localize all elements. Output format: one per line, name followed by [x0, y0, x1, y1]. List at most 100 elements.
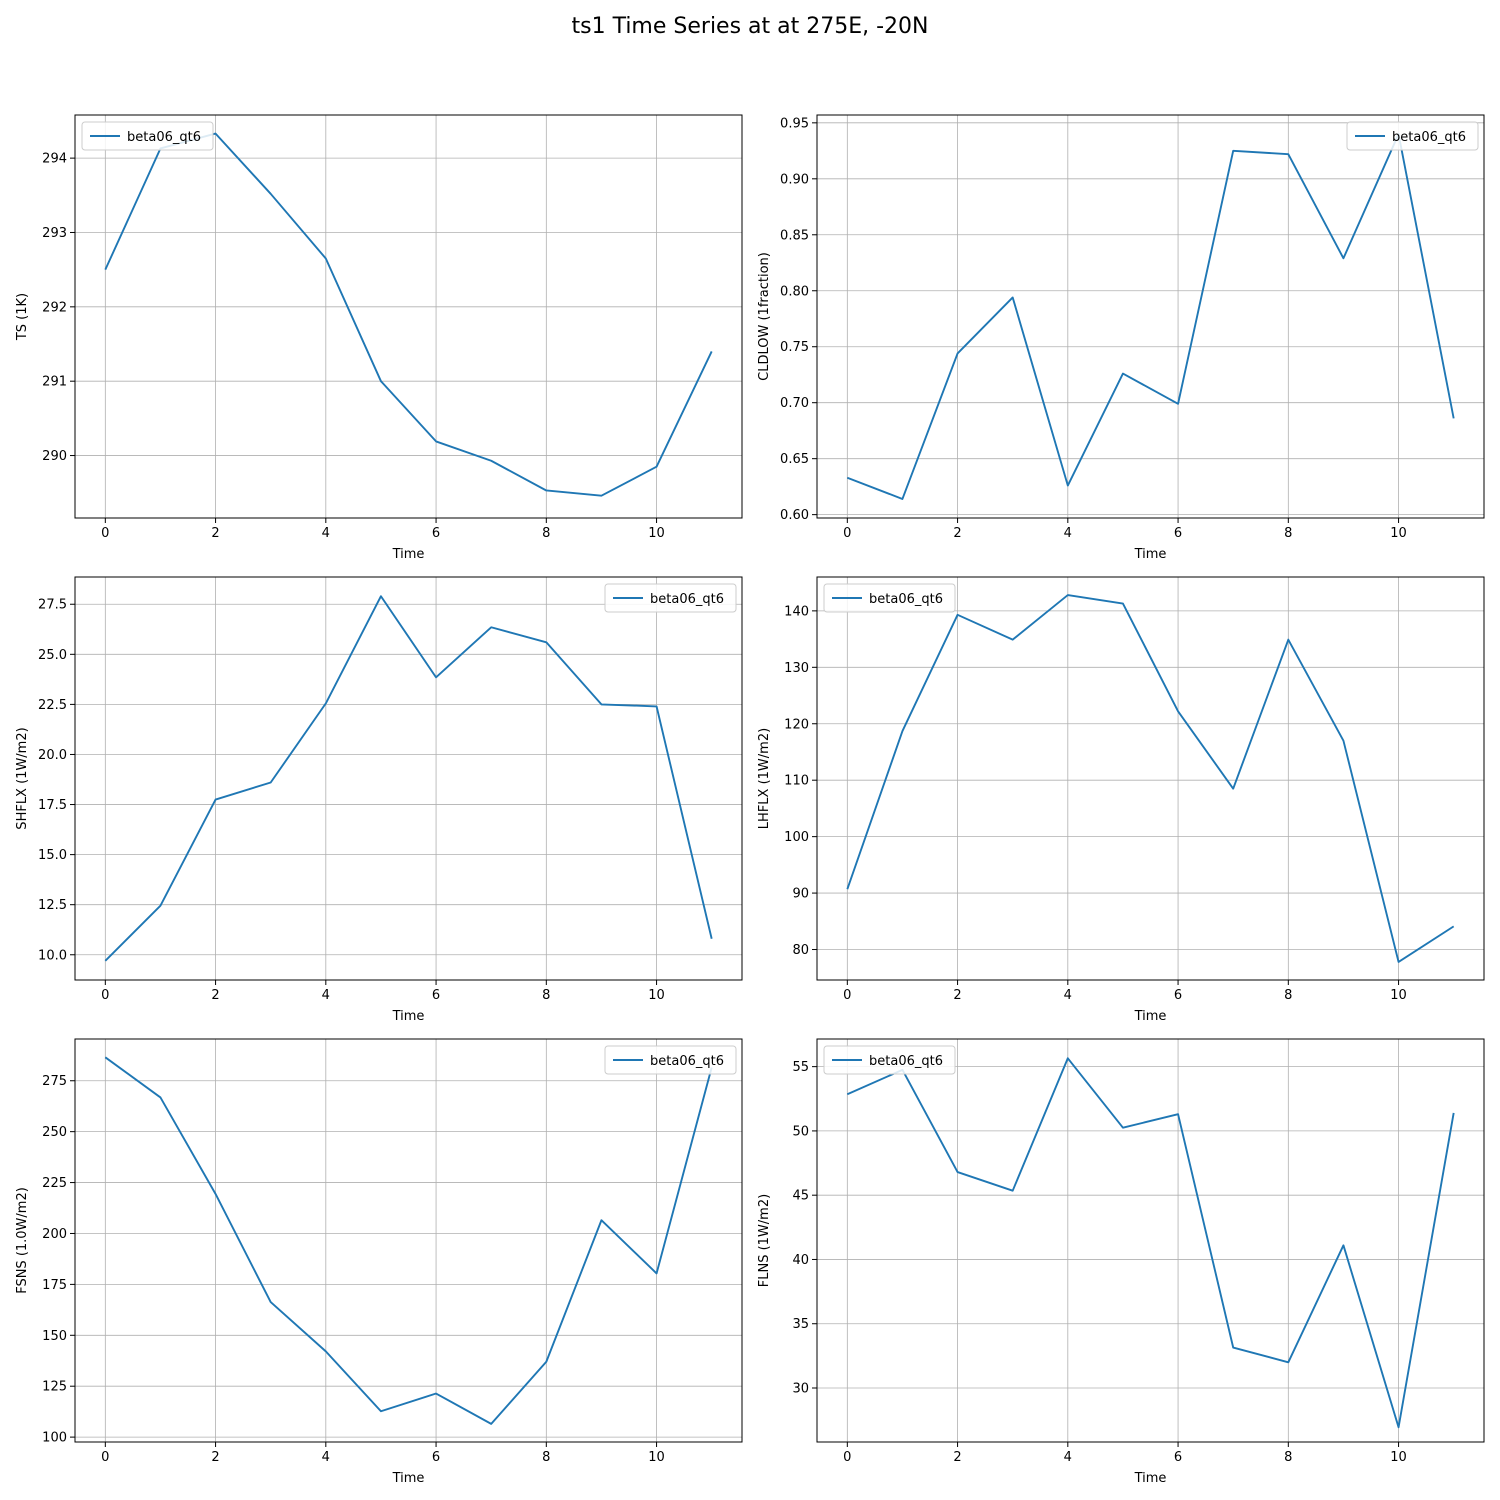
x-tick-label: 4 [1064, 1450, 1072, 1465]
y-tick-label: 25.0 [38, 648, 67, 663]
legend-label: beta06_qt6 [869, 592, 943, 607]
axes-frame [816, 576, 1485, 981]
y-tick-label: 100 [784, 830, 809, 845]
y-tick-label: 120 [784, 717, 809, 732]
x-tick-label: 2 [211, 526, 219, 541]
x-tick-label: 6 [432, 526, 440, 541]
legend-box [81, 121, 214, 151]
y-tick-label: 250 [42, 1125, 67, 1140]
y-tick-label: 15.0 [38, 848, 67, 863]
legend: beta06_qt6 [604, 583, 737, 613]
x-tick-label: 4 [1064, 988, 1072, 1003]
y-axis-label: TS (1K) [15, 293, 30, 341]
y-tick-label: 175 [42, 1278, 67, 1293]
x-tick-label: 10 [648, 1450, 665, 1465]
y-tick-label: 22.5 [38, 698, 67, 713]
series-line [846, 594, 1455, 963]
x-tick-label: 6 [1174, 526, 1182, 541]
x-tick-label: 0 [843, 988, 851, 1003]
y-tick-label: 0.80 [780, 284, 809, 299]
y-tick-label: 130 [784, 661, 809, 676]
x-axis-label: Time [392, 1471, 425, 1486]
legend-box [604, 583, 737, 613]
x-tick-label: 10 [1390, 988, 1407, 1003]
x-tick-label: 8 [1284, 1450, 1292, 1465]
x-tick-label: 8 [542, 1450, 550, 1465]
legend: beta06_qt6 [81, 121, 214, 151]
y-tick-label: 100 [42, 1431, 67, 1446]
axes-frame [816, 1038, 1485, 1443]
y-tick-label: 10.0 [38, 948, 67, 963]
y-tick-label: 140 [784, 604, 809, 619]
x-tick-label: 8 [542, 988, 550, 1003]
y-tick-label: 0.85 [780, 228, 809, 243]
x-tick-label: 2 [953, 1450, 961, 1465]
legend-label: beta06_qt6 [650, 592, 724, 607]
x-axis-label: Time [392, 1009, 425, 1024]
x-tick-label: 4 [322, 526, 330, 541]
series-line [846, 1057, 1455, 1429]
series-line [104, 1056, 713, 1425]
legend-box [604, 1045, 737, 1075]
x-axis-label: Time [1134, 1009, 1167, 1024]
y-tick-label: 50 [792, 1124, 809, 1139]
axes-frame [816, 114, 1485, 519]
y-tick-label: 0.65 [780, 452, 809, 467]
y-tick-label: 80 [792, 943, 809, 958]
x-tick-label: 6 [432, 1450, 440, 1465]
legend-label: beta06_qt6 [869, 1054, 943, 1069]
legend-box [823, 1045, 956, 1075]
x-axis-label: Time [392, 547, 425, 562]
y-tick-label: 110 [784, 774, 809, 789]
x-tick-label: 4 [322, 988, 330, 1003]
x-tick-label: 10 [1390, 1450, 1407, 1465]
x-tick-label: 2 [953, 526, 961, 541]
y-tick-label: 275 [42, 1074, 67, 1089]
y-tick-label: 200 [42, 1227, 67, 1242]
y-axis-label: LHFLX (1W/m2) [757, 728, 772, 829]
y-axis-label: CLDLOW (1fraction) [757, 252, 772, 381]
y-tick-label: 90 [792, 887, 809, 902]
y-tick-label: 150 [42, 1329, 67, 1344]
x-tick-label: 8 [1284, 526, 1292, 541]
y-tick-label: 0.90 [780, 172, 809, 187]
y-tick-label: 294 [42, 152, 67, 167]
y-axis-label: FLNS (1W/m2) [757, 1194, 772, 1287]
x-axis-label: Time [1134, 1471, 1167, 1486]
subplot-5: 0 2 4 6 8 10 100 125 150 175 200 225 250 275 Time FSNS … [15, 1038, 743, 1486]
y-tick-label: 27.5 [38, 598, 67, 613]
y-tick-label: 291 [42, 375, 67, 390]
x-tick-label: 6 [1174, 988, 1182, 1003]
x-tick-label: 6 [1174, 1450, 1182, 1465]
x-tick-label: 2 [211, 1450, 219, 1465]
legend-label: beta06_qt6 [127, 130, 201, 145]
axes-frame [74, 576, 743, 981]
x-tick-label: 10 [1390, 526, 1407, 541]
x-tick-label: 0 [843, 526, 851, 541]
legend-label: beta06_qt6 [1392, 130, 1466, 145]
subplot-1: 0 2 4 6 8 10 290 291 292 293 294 Time TS (1K) beta06_… [15, 114, 743, 562]
axes-frame [74, 114, 743, 519]
x-tick-label: 10 [648, 988, 665, 1003]
x-tick-label: 10 [648, 526, 665, 541]
x-tick-label: 8 [542, 526, 550, 541]
legend-box [1346, 121, 1479, 151]
y-axis-label: SHFLX (1W/m2) [15, 727, 30, 829]
y-tick-label: 45 [792, 1189, 809, 1204]
subplot-6: 0 2 4 6 8 10 30 35 40 45 50 55 Time FLNS (1W/m2) beta0… [757, 1038, 1485, 1486]
y-tick-label: 293 [42, 226, 67, 241]
x-tick-label: 0 [843, 1450, 851, 1465]
series-line [846, 133, 1455, 500]
legend-label: beta06_qt6 [650, 1054, 724, 1069]
axes-frame [74, 1038, 743, 1443]
series-line [104, 132, 713, 497]
y-tick-label: 292 [42, 300, 67, 315]
y-tick-label: 0.60 [780, 508, 809, 523]
y-tick-label: 20.0 [38, 748, 67, 763]
legend: beta06_qt6 [604, 1045, 737, 1075]
x-tick-label: 2 [211, 988, 219, 1003]
subplot-3: 0 2 4 6 8 10 10.0 12.5 15.0 17.5 20.0 22.5 25.0 27.5 T… [15, 576, 743, 1024]
figure-title: ts1 Time Series at at 275E, -20N [571, 14, 929, 39]
legend-box [823, 583, 956, 613]
